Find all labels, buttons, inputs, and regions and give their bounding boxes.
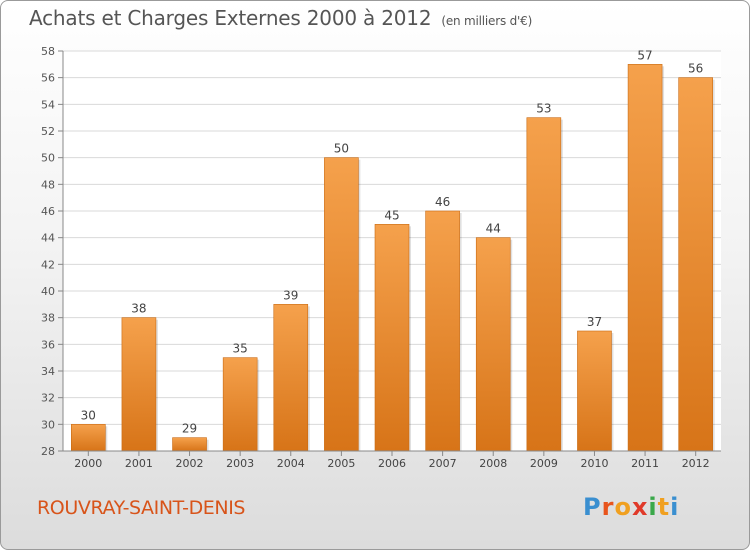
y-tick-label: 54 [41,98,55,111]
bar [577,330,612,452]
proxiti-logo: Proxiti [583,493,679,521]
x-tick-label: 2007 [429,457,457,470]
x-tick-label: 2010 [580,457,608,470]
x-tick-label: 2012 [682,457,710,470]
x-tick-label: 2008 [479,457,507,470]
x-tick-label: 2003 [226,457,254,470]
logo-letter: i [648,493,658,521]
x-tick-label: 2006 [378,457,406,470]
x-tick-label: 2011 [631,457,659,470]
y-tick-label: 48 [41,178,55,191]
x-tick-label: 2000 [74,457,102,470]
data-label: 44 [486,222,501,236]
data-label: 57 [637,48,652,62]
x-tick-label: 2004 [277,457,305,470]
y-tick-label: 28 [41,445,55,458]
y-tick-label: 36 [41,338,55,351]
x-tick-label: 2001 [125,457,153,470]
bar [172,437,207,452]
logo-letter: t [657,493,671,521]
bar [222,357,258,452]
y-tick-label: 38 [41,312,55,325]
y-tick-label: 32 [41,392,55,405]
bar [627,64,663,452]
y-tick-label: 44 [41,232,55,245]
logo-letter: P [583,493,602,521]
x-tick-label: 2005 [327,457,355,470]
y-tick-label: 40 [41,285,55,298]
logo-letter: i [670,493,680,521]
data-label: 38 [131,302,146,316]
bar [324,157,359,452]
data-label: 30 [81,408,96,422]
logo-letter: x [631,493,649,521]
x-tick-label: 2002 [176,457,204,470]
data-label: 39 [283,288,298,302]
y-tick-label: 30 [41,418,55,431]
bar [425,210,460,452]
data-label: 29 [182,422,197,436]
logo-letter: o [614,493,632,521]
bar [678,77,713,452]
data-label: 53 [536,102,551,116]
bar [374,224,410,452]
y-tick-label: 56 [41,72,55,85]
y-tick-label: 50 [41,152,55,165]
data-label: 45 [384,208,399,222]
y-tick-label: 46 [41,205,55,218]
chart-units: (en milliers d'€) [441,14,533,28]
x-tick-label: 2009 [530,457,558,470]
data-label: 56 [688,62,703,76]
chart-title-text: Achats et Charges Externes 2000 à 2012 [29,6,432,30]
y-tick-label: 52 [41,125,55,138]
bar [121,317,157,452]
chart-title: Achats et Charges Externes 2000 à 2012 (e… [29,6,532,30]
commune-name: ROUVRAY-SAINT-DENIS [37,497,246,519]
data-label: 37 [587,315,602,329]
data-label: 50 [334,142,349,156]
bar [273,304,309,452]
data-label: 46 [435,195,450,209]
data-label: 35 [233,342,248,356]
y-tick-label: 58 [41,45,55,58]
bar [475,237,511,452]
bar [71,424,106,452]
y-tick-label: 34 [41,365,55,378]
bar [526,117,562,452]
logo-letter: r [601,493,615,521]
y-tick-label: 42 [41,258,55,271]
